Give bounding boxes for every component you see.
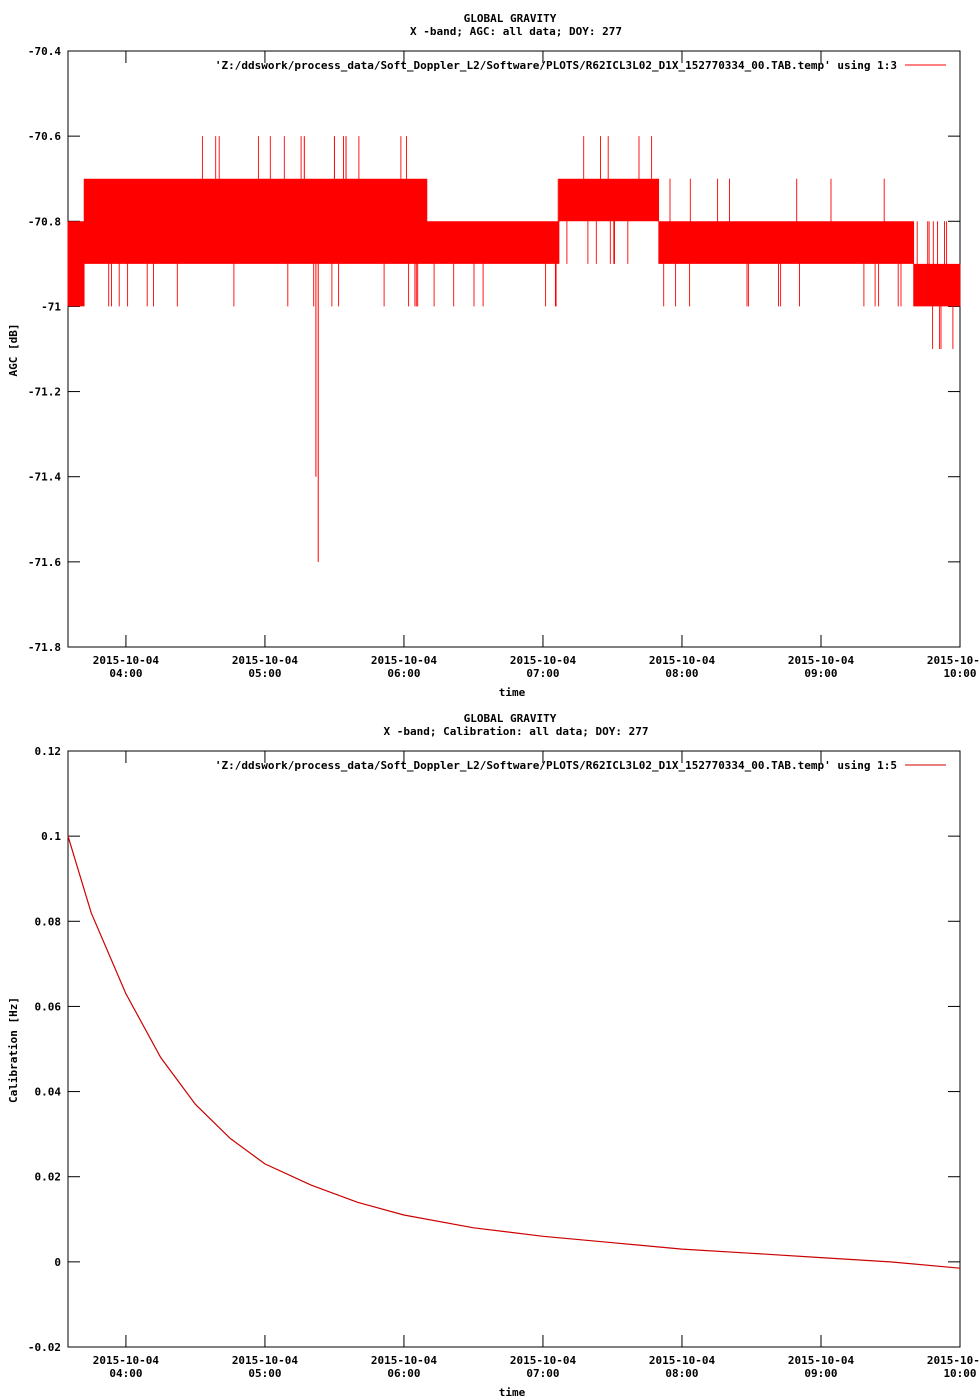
y-tick-label: -71 (41, 300, 61, 313)
y-tick-label: -70.8 (28, 215, 61, 228)
y-tick-label: 0 (54, 1256, 61, 1269)
legend-entry-label: 'Z:/ddswork/process_data/Soft_Doppler_L2… (215, 59, 897, 72)
y-tick-label: -71.2 (28, 386, 61, 399)
y-tick-label: 0.12 (35, 745, 62, 758)
x-tick-label-date: 2015-10-04 (93, 1354, 160, 1367)
x-tick-label-time: 09:00 (804, 667, 837, 680)
x-tick-label-date: 2015-10-04 (649, 654, 716, 667)
x-axis-label: time (499, 1386, 526, 1399)
y-tick-label: 0.06 (35, 1000, 62, 1013)
x-tick-label-date: 2015-10-04 (371, 1354, 438, 1367)
x-tick-label-date: 2015-10-04 (649, 1354, 716, 1367)
axes: 0.120.10.080.060.040.020-0.022015-10-040… (28, 745, 980, 1380)
legend: 'Z:/ddswork/process_data/Soft_Doppler_L2… (215, 59, 946, 72)
x-tick-label-time: 04:00 (109, 1367, 142, 1380)
y-tick-label: 0.02 (35, 1171, 62, 1184)
x-tick-label-time: 07:00 (526, 1367, 559, 1380)
x-tick-label-date: 2015-10-04 (510, 654, 577, 667)
x-tick-label-time: 10:00 (943, 1367, 976, 1380)
y-tick-label: -70.6 (28, 130, 61, 143)
y-tick-label: -71.6 (28, 556, 61, 569)
x-tick-label-time: 09:00 (804, 1367, 837, 1380)
series-group (67, 835, 961, 1269)
y-tick-label: -70.4 (28, 45, 61, 58)
legend-entry-label: 'Z:/ddswork/process_data/Soft_Doppler_L2… (215, 759, 897, 772)
y-tick-label: 0.04 (35, 1086, 62, 1099)
y-tick-label: -71.8 (28, 641, 61, 654)
x-tick-label-time: 06:00 (387, 667, 420, 680)
plot-frame (67, 50, 961, 648)
x-tick-label-date: 2015-10-04 (927, 1354, 980, 1367)
agc-chart: GLOBAL GRAVITY X -band; AGC: all data; D… (7, 12, 980, 699)
axes: -70.4 -70.6 -70.8 -71 -71.2 -71.4 -71.6 -71.8 20… (28, 45, 980, 680)
chart-subtitle: X -band; Calibration: all data; DOY: 277 (384, 725, 649, 738)
x-tick-label-time: 05:00 (248, 667, 281, 680)
x-tick-label-time: 10:00 (943, 667, 976, 680)
chart-title: GLOBAL GRAVITY (464, 712, 557, 725)
x-tick-label-date: 2015-10-04 (232, 1354, 299, 1367)
plot-frame (67, 750, 961, 1348)
x-tick-label-date: 2015-10-04 (788, 654, 855, 667)
x-tick-label-date: 2015-10-04 (788, 1354, 855, 1367)
x-tick-label-time: 04:00 (109, 667, 142, 680)
series-group (67, 136, 961, 562)
x-tick-label-date: 2015-10-04 (510, 1354, 577, 1367)
chart-subtitle: X -band; AGC: all data; DOY: 277 (410, 25, 622, 38)
x-tick-label-time: 05:00 (248, 1367, 281, 1380)
y-tick-label: -0.02 (28, 1341, 61, 1354)
x-tick-label-date: 2015-10-04 (927, 654, 980, 667)
x-axis-label: time (499, 686, 526, 699)
y-axis-label: AGC [dB] (7, 324, 20, 377)
x-tick-label-date: 2015-10-04 (371, 654, 438, 667)
y-tick-label: 0.1 (41, 830, 61, 843)
x-tick-label-time: 08:00 (665, 1367, 698, 1380)
y-tick-label: 0.08 (35, 915, 62, 928)
calibration-chart: GLOBAL GRAVITY X -band; Calibration: all… (7, 712, 980, 1399)
x-tick-label-date: 2015-10-04 (232, 654, 299, 667)
calibration-series-line (67, 835, 961, 1269)
y-tick-label: -71.4 (28, 471, 61, 484)
x-tick-label-date: 2015-10-04 (93, 654, 160, 667)
y-axis-label: Calibration [Hz] (7, 997, 20, 1103)
x-tick-label-time: 08:00 (665, 667, 698, 680)
chart-title: GLOBAL GRAVITY (464, 12, 557, 25)
x-tick-label-time: 06:00 (387, 1367, 420, 1380)
legend: 'Z:/ddswork/process_data/Soft_Doppler_L2… (215, 759, 946, 772)
agc-series-line (67, 136, 961, 349)
x-tick-label-time: 07:00 (526, 667, 559, 680)
